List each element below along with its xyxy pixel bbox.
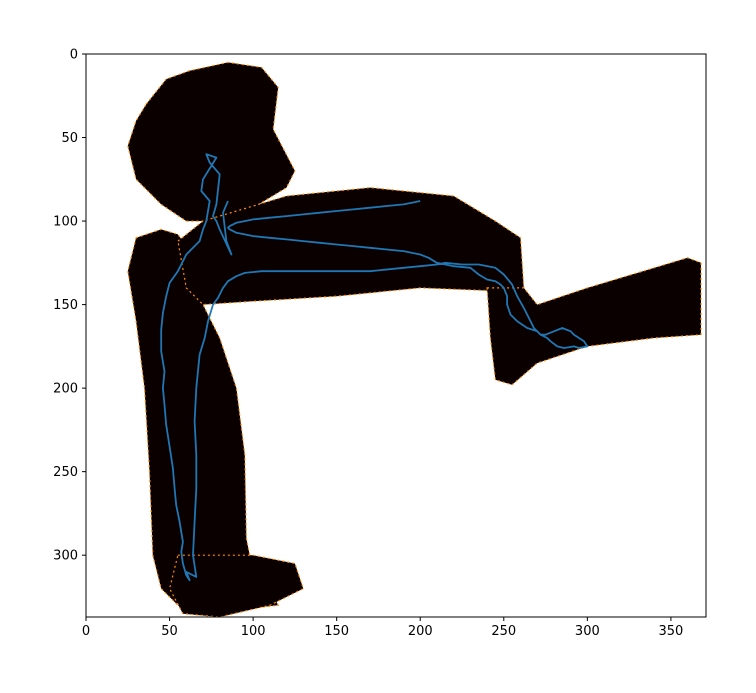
- occupancy-map: [127, 61, 702, 617]
- map-region: [486, 257, 702, 386]
- trajectory-line: [160, 153, 589, 582]
- x-tick-label: 350: [658, 624, 683, 639]
- trajectory-layer: [160, 153, 589, 582]
- axes-frame: [85, 53, 707, 618]
- y-tick-label: 100: [53, 215, 78, 230]
- x-tick-label: 200: [408, 624, 433, 639]
- x-tick-label: 250: [491, 624, 516, 639]
- plot-area: [127, 61, 702, 617]
- y-tick-label: 150: [53, 298, 78, 313]
- y-tick-label: 300: [53, 549, 78, 564]
- x-axis-ticks: 0 50 100 150 200 250 300 350: [82, 617, 683, 639]
- x-tick-label: 300: [575, 624, 600, 639]
- y-tick-label: 50: [61, 131, 78, 146]
- y-tick-label: 200: [53, 382, 78, 397]
- map-region: [127, 61, 296, 222]
- x-tick-label: 0: [82, 624, 90, 639]
- x-tick-label: 100: [241, 624, 266, 639]
- y-tick-label: 0: [70, 48, 78, 63]
- y-axis-ticks: 0 50 100 150 200 250 300: [53, 48, 86, 564]
- x-tick-label: 150: [324, 624, 349, 639]
- map-region: [168, 554, 305, 617]
- y-tick-label: 250: [53, 465, 78, 480]
- map-region: [127, 228, 280, 615]
- x-tick-label: 50: [161, 624, 178, 639]
